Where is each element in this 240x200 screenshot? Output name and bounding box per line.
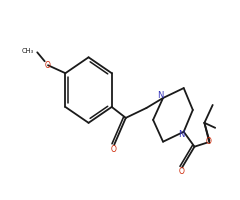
Text: O: O	[206, 137, 212, 146]
Text: N: N	[178, 130, 185, 139]
Text: O: O	[110, 145, 116, 154]
Text: O: O	[45, 61, 51, 70]
Text: N: N	[157, 91, 164, 100]
Text: CH₃: CH₃	[21, 48, 33, 54]
Text: O: O	[178, 167, 184, 176]
